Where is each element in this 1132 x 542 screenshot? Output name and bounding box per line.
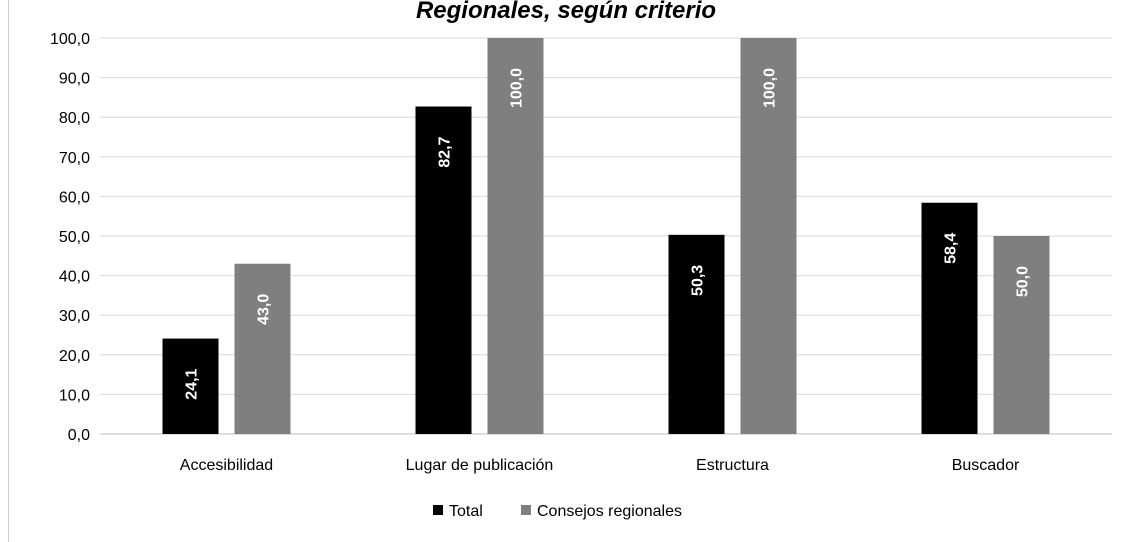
chart-title: Regionales, según criterio xyxy=(416,0,716,24)
data-label: 50,3 xyxy=(690,265,707,296)
y-tick-label: 10,0 xyxy=(59,387,90,404)
data-label: 82,7 xyxy=(437,136,454,167)
data-label: 50,0 xyxy=(1015,266,1032,297)
data-labels: 24,1 43,0 82,7 100,0 50,3 100,0 58,4 50,0 xyxy=(184,68,1032,400)
category-label: Lugar de publicación xyxy=(406,457,554,474)
x-axis-category-labels: Accesibilidad Lugar de publicación Estruct… xyxy=(180,457,1020,474)
bar-total xyxy=(668,234,725,434)
y-tick-label: 0,0 xyxy=(68,427,90,444)
data-label: 100,0 xyxy=(509,68,526,108)
y-tick-label: 60,0 xyxy=(59,189,90,206)
y-tick-label: 40,0 xyxy=(59,269,90,286)
category-label: Estructura xyxy=(696,457,769,474)
y-tick-label: 20,0 xyxy=(59,348,90,365)
legend-label: Consejos regionales xyxy=(537,503,682,520)
y-tick-label: 100,0 xyxy=(50,31,90,48)
bar-total xyxy=(162,338,219,434)
y-tick-label: 80,0 xyxy=(59,110,90,127)
chart-frame xyxy=(8,0,1132,542)
bar-consejos-regionales xyxy=(740,38,797,434)
data-label: 43,0 xyxy=(256,294,273,325)
y-tick-label: 50,0 xyxy=(59,229,90,246)
y-tick-label: 70,0 xyxy=(59,150,90,167)
bar-consejos-regionales xyxy=(234,263,291,434)
y-axis-tick-labels: 0,0 10,0 20,0 30,0 40,0 50,0 60,0 70,0 80,0 90,0 1… xyxy=(50,31,90,444)
legend: Total Consejos regionales xyxy=(433,503,682,520)
category-label: Buscador xyxy=(952,457,1020,474)
legend-swatch xyxy=(433,505,443,515)
bar-consejos-regionales xyxy=(993,236,1050,434)
legend-label: Total xyxy=(449,503,483,520)
legend-swatch xyxy=(521,505,531,515)
bar-total xyxy=(415,106,472,435)
y-tick-label: 30,0 xyxy=(59,308,90,325)
bar-total xyxy=(921,202,978,434)
data-label: 58,4 xyxy=(943,233,960,264)
bars xyxy=(162,38,1050,435)
category-label: Accesibilidad xyxy=(180,457,273,474)
data-label: 24,1 xyxy=(184,368,201,399)
data-label: 100,0 xyxy=(762,68,779,108)
y-tick-label: 90,0 xyxy=(59,71,90,88)
bar-consejos-regionales xyxy=(487,38,544,434)
